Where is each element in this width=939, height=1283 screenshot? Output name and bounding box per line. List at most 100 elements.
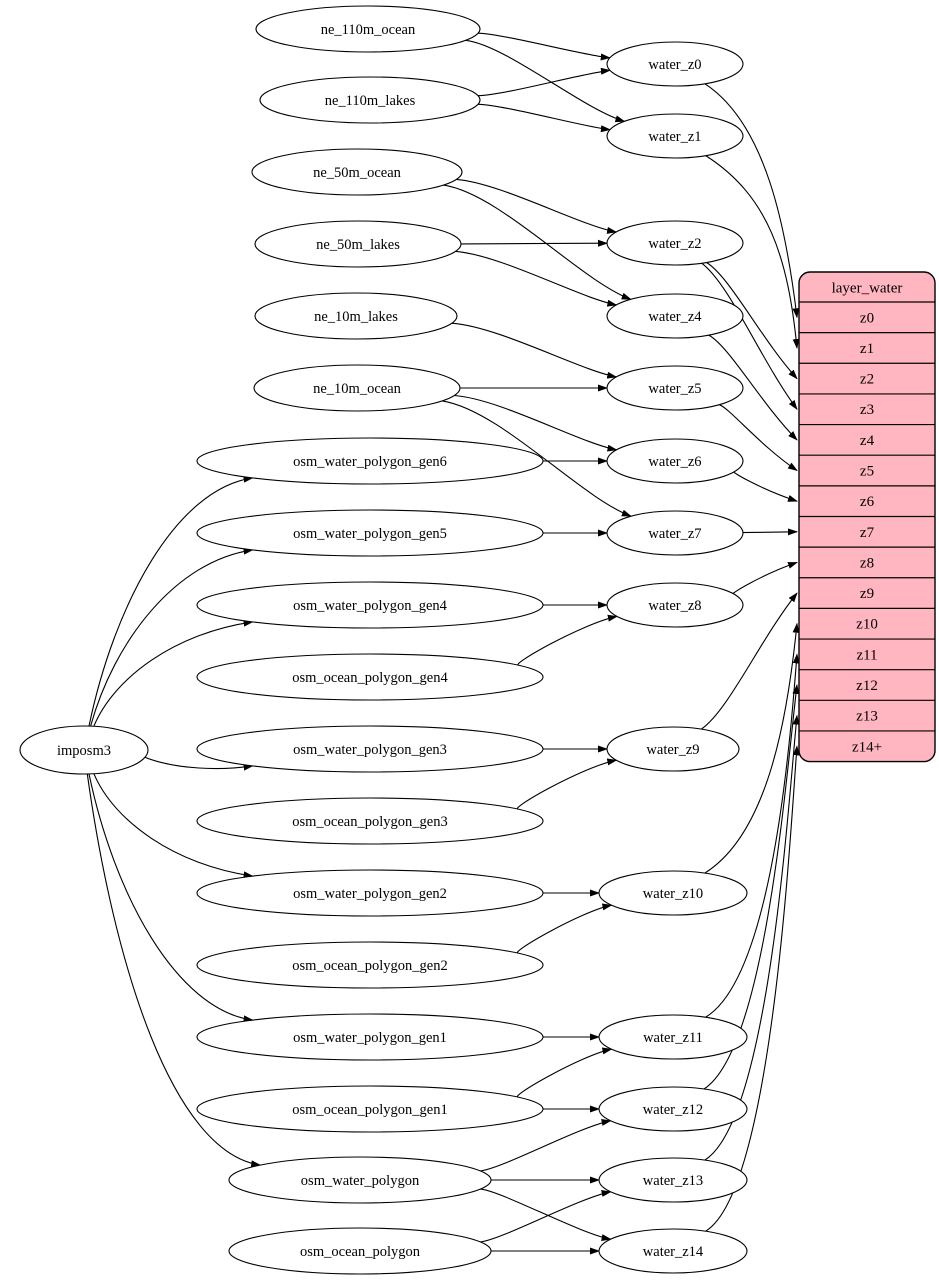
edge-ne_10m_lakes-to-water_z5 xyxy=(451,322,618,379)
table-row-z0: z0 xyxy=(860,310,874,326)
node-water_z13: water_z13 xyxy=(598,1157,748,1203)
node-label-water_z5: water_z5 xyxy=(648,381,701,397)
node-osm_water_polygon_gen3: osm_water_polygon_gen3 xyxy=(196,725,544,773)
table-row-z5: z5 xyxy=(860,464,874,480)
edge-imposm3-to-osm_water_polygon_gen5 xyxy=(90,547,254,727)
layer-water-title: layer_water xyxy=(832,281,903,297)
node-ellipse-water_z9 xyxy=(606,726,740,772)
edge-ne_110m_ocean-to-water_z1 xyxy=(465,39,626,123)
table-row-z8: z8 xyxy=(860,555,874,571)
node-ellipse-osm_water_polygon_gen1 xyxy=(196,1013,544,1061)
node-label-water_z9: water_z9 xyxy=(646,742,699,758)
node-ellipse-ne_50m_lakes xyxy=(254,220,462,268)
node-water_z11: water_z11 xyxy=(598,1014,748,1060)
node-ne_110m_lakes: ne_110m_lakes xyxy=(259,76,481,124)
edge-imposm3-to-osm_water_polygon xyxy=(86,773,262,1168)
node-ellipse-ne_10m_ocean xyxy=(253,364,461,412)
node-ellipse-osm_water_polygon_gen3 xyxy=(196,725,544,773)
node-ellipse-water_z13 xyxy=(598,1157,748,1203)
edge-water_z4-to-layer_water-z4 xyxy=(708,334,798,441)
node-label-osm_ocean_polygon_gen4: osm_ocean_polygon_gen4 xyxy=(292,670,448,686)
table-row-z2: z2 xyxy=(860,372,874,388)
node-water_z5: water_z5 xyxy=(606,365,744,411)
edge-water_z9-to-layer_water-z9 xyxy=(701,592,798,730)
node-osm_ocean_polygon_gen2: osm_ocean_polygon_gen2 xyxy=(196,941,544,989)
node-ellipse-water_z12 xyxy=(598,1086,748,1132)
nodes-layer: imposm3 ne_110m_ocean ne_110m_lakes ne_50m_… xyxy=(19,5,748,1275)
edge-ne_50m_ocean-to-water_z2 xyxy=(456,178,618,234)
node-water_z1: water_z1 xyxy=(606,113,744,159)
table-row-z12: z12 xyxy=(856,678,878,694)
node-label-ne_110m_ocean: ne_110m_ocean xyxy=(321,22,416,38)
node-ellipse-imposm3 xyxy=(19,725,149,775)
node-ellipse-water_z10 xyxy=(598,870,748,916)
node-ellipse-water_z11 xyxy=(598,1014,748,1060)
node-osm_water_polygon_gen1: osm_water_polygon_gen1 xyxy=(196,1013,544,1061)
node-ellipse-osm_ocean_polygon_gen2 xyxy=(196,941,544,989)
edge-osm_water_polygon-to-water_z14 xyxy=(480,1188,612,1241)
node-label-water_z12: water_z12 xyxy=(643,1102,703,1118)
edge-water_z2-to-layer_water-z3 xyxy=(701,262,798,411)
edge-ne_110m_lakes-to-water_z0 xyxy=(478,67,611,97)
node-label-water_z13: water_z13 xyxy=(643,1173,703,1189)
node-label-osm_water_polygon: osm_water_polygon xyxy=(301,1173,420,1189)
node-label-ne_10m_lakes: ne_10m_lakes xyxy=(314,309,398,325)
table-row-z13: z13 xyxy=(856,709,878,725)
edge-water_z0-to-layer_water-z0 xyxy=(704,83,800,319)
table-row-z1: z1 xyxy=(860,341,874,357)
node-label-ne_50m_lakes: ne_50m_lakes xyxy=(316,237,400,253)
node-ellipse-osm_water_polygon_gen5 xyxy=(196,509,544,557)
node-osm_water_polygon_gen2: osm_water_polygon_gen2 xyxy=(196,869,544,917)
node-label-osm_water_polygon_gen2: osm_water_polygon_gen2 xyxy=(293,886,447,902)
edge-osm_water_polygon-to-water_z12 xyxy=(480,1119,612,1172)
edge-ne_50m_lakes-to-water_z4 xyxy=(455,250,618,307)
node-label-osm_water_polygon_gen4: osm_water_polygon_gen4 xyxy=(293,598,448,614)
node-label-water_z11: water_z11 xyxy=(643,1030,703,1046)
node-ellipse-osm_ocean_polygon_gen1 xyxy=(196,1085,544,1133)
node-osm_ocean_polygon_gen3: osm_ocean_polygon_gen3 xyxy=(196,797,544,845)
edge-osm_ocean_polygon_gen2-to-water_z10 xyxy=(516,903,613,954)
edge-osm_ocean_polygon_gen3-to-water_z9 xyxy=(516,758,618,810)
node-imposm3: imposm3 xyxy=(19,725,149,775)
node-water_z8: water_z8 xyxy=(606,582,744,628)
node-label-imposm3: imposm3 xyxy=(57,743,111,759)
node-label-osm_ocean_polygon: osm_ocean_polygon xyxy=(300,1244,421,1260)
node-ellipse-osm_ocean_polygon_gen4 xyxy=(196,653,544,701)
node-water_z4: water_z4 xyxy=(606,293,744,339)
node-label-ne_10m_ocean: ne_10m_ocean xyxy=(313,381,402,397)
node-ellipse-water_z0 xyxy=(606,41,744,87)
edge-imposm3-to-osm_water_polygon_gen1 xyxy=(88,773,254,1023)
node-label-water_z0: water_z0 xyxy=(648,57,701,73)
edge-ne_110m_ocean-to-water_z0 xyxy=(478,32,611,61)
node-label-water_z1: water_z1 xyxy=(648,129,701,145)
node-osm_ocean_polygon_gen1: osm_ocean_polygon_gen1 xyxy=(196,1085,544,1133)
node-osm_water_polygon: osm_water_polygon xyxy=(228,1156,492,1204)
node-label-water_z14: water_z14 xyxy=(643,1244,704,1260)
node-ne_50m_lakes: ne_50m_lakes xyxy=(254,220,462,268)
node-ellipse-ne_50m_ocean xyxy=(251,148,463,196)
edge-ne_10m_ocean-to-water_z7 xyxy=(442,400,632,517)
node-label-osm_water_polygon_gen6: osm_water_polygon_gen6 xyxy=(293,454,447,470)
node-label-water_z2: water_z2 xyxy=(648,236,701,252)
node-water_z2: water_z2 xyxy=(606,220,744,266)
node-ellipse-osm_water_polygon_gen2 xyxy=(196,869,544,917)
node-label-ne_50m_ocean: ne_50m_ocean xyxy=(313,165,402,181)
node-osm_ocean_polygon: osm_ocean_polygon xyxy=(228,1227,492,1275)
node-water_z7: water_z7 xyxy=(606,510,744,556)
edge-imposm3-to-osm_water_polygon_gen2 xyxy=(93,773,254,879)
node-ellipse-osm_water_polygon xyxy=(228,1156,492,1204)
edge-water_z8-to-layer_water-z8 xyxy=(732,561,798,595)
node-ellipse-water_z2 xyxy=(606,220,744,266)
table-row-z14+: z14+ xyxy=(852,739,882,755)
node-ellipse-ne_110m_ocean xyxy=(255,5,481,53)
node-label-osm_ocean_polygon_gen3: osm_ocean_polygon_gen3 xyxy=(292,814,447,830)
node-label-osm_ocean_polygon_gen1: osm_ocean_polygon_gen1 xyxy=(292,1102,447,1118)
node-water_z0: water_z0 xyxy=(606,41,744,87)
edge-ne_110m_lakes-to-water_z1 xyxy=(478,103,611,133)
edge-water_z6-to-layer_water-z6 xyxy=(733,471,798,502)
node-ellipse-ne_110m_lakes xyxy=(259,76,481,124)
edge-osm_ocean_polygon_gen1-to-water_z11 xyxy=(516,1047,613,1098)
node-ellipse-water_z1 xyxy=(606,113,744,159)
